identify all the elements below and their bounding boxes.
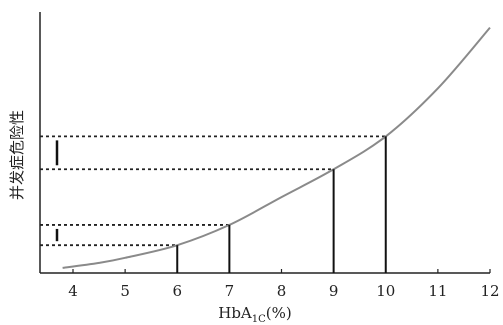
x-tick-label-5: 5 [120, 282, 130, 300]
x-tick-label-7: 7 [225, 282, 235, 300]
guide-lines [40, 135, 386, 247]
risk-curve [62, 26, 491, 269]
x-tick-label-4: 4 [68, 282, 78, 300]
x-axis-title-unit: (%) [266, 304, 292, 322]
drop-lines [176, 136, 387, 273]
x-tick-label-10: 10 [376, 282, 395, 300]
axes [39, 12, 490, 274]
x-axis-title: HbA1C(%) [218, 304, 292, 325]
x-tick-label-9: 9 [329, 282, 339, 300]
x-tick-label-6: 6 [172, 282, 182, 300]
x-axis-title-main: HbA [218, 304, 252, 322]
y-axis-title: 并发症危险性 [8, 110, 26, 200]
x-axis-title-subscript: 1C [252, 314, 266, 325]
x-tick-label-8: 8 [277, 282, 287, 300]
x-tick-label-12: 12 [480, 282, 499, 300]
x-ticks: 4 5 6 7 8 9 10 11 12 [68, 269, 500, 300]
x-tick-label-11: 11 [428, 282, 447, 300]
